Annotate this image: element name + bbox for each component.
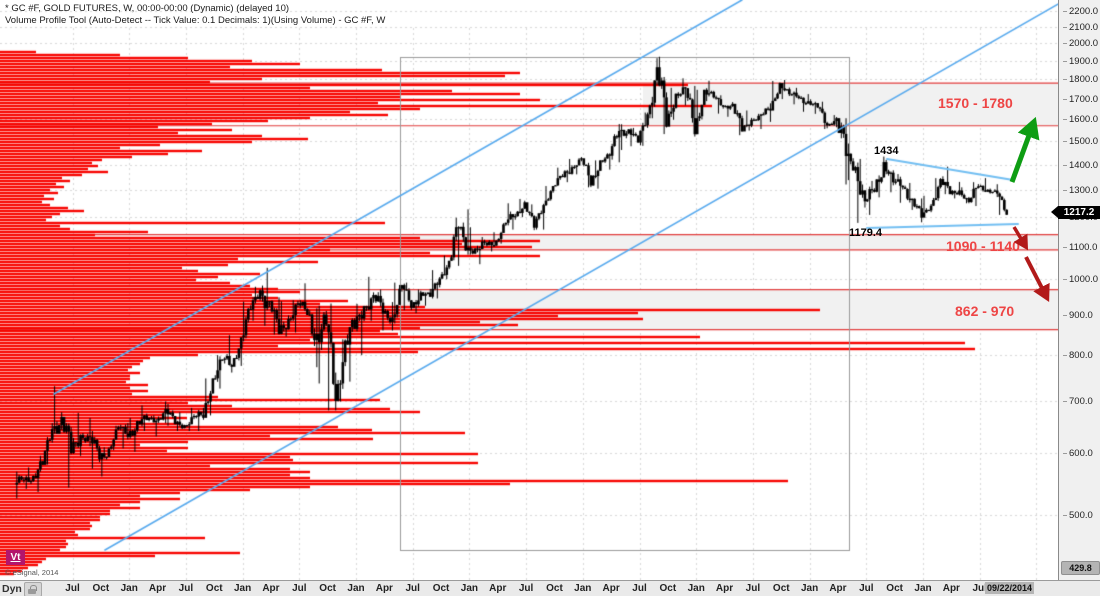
- month-label: Apr: [375, 583, 393, 594]
- cursor-date-badge: 09/22/2014: [985, 582, 1035, 594]
- price-tick: 900.0: [1063, 310, 1093, 321]
- copyright-label: © eSignal, 2014: [5, 568, 59, 577]
- month-label: Oct: [886, 583, 903, 594]
- month-label: Jul: [178, 583, 194, 594]
- zone-label-1570-1780: 1570 - 1780: [938, 95, 1013, 111]
- month-label: Jan: [574, 583, 592, 594]
- month-label: Jul: [972, 583, 987, 594]
- time-axis[interactable]: Dyn 09/22/2014 Jul Oct Jan Apr Jul Oct Jan Apr J…: [0, 580, 1100, 596]
- price-chart-canvas[interactable]: [0, 0, 1058, 580]
- month-label: Jan: [687, 583, 705, 594]
- swing-high-label: 1434: [874, 145, 899, 157]
- month-label: Apr: [942, 583, 960, 594]
- study-title: Volume Profile Tool (Auto-Detect -- Tick…: [5, 15, 386, 26]
- swing-low-label: 1179.4: [849, 227, 883, 239]
- dyn-mode-label[interactable]: Dyn: [2, 583, 22, 595]
- price-tick: 1600.0: [1063, 114, 1098, 125]
- month-label: Oct: [772, 583, 790, 594]
- lock-icon: [29, 584, 37, 591]
- month-label: Jan: [233, 583, 252, 594]
- month-label: Oct: [319, 583, 336, 594]
- month-label: Oct: [546, 583, 563, 594]
- price-tick: 600.0: [1063, 448, 1093, 459]
- price-tick: 1300.0: [1063, 185, 1098, 196]
- red-down-arrow-1[interactable]: [1012, 226, 1029, 251]
- month-label: Apr: [829, 583, 847, 594]
- price-tick: 1800.0: [1063, 74, 1098, 85]
- price-tick: 500.0: [1063, 510, 1093, 521]
- price-tick: 1900.0: [1063, 56, 1098, 67]
- price-tick: 2000.0: [1063, 38, 1098, 49]
- month-label: Jul: [292, 583, 307, 594]
- month-label: Apr: [148, 583, 167, 594]
- green-up-arrow[interactable]: [1009, 116, 1040, 183]
- symbol-title: * GC #F, GOLD FUTURES, W, 00:00-00:00 (D…: [5, 3, 290, 14]
- price-tick: 700.0: [1063, 396, 1093, 407]
- price-tick: 1400.0: [1063, 160, 1098, 171]
- month-label: Oct: [205, 583, 223, 594]
- month-label: Jan: [460, 583, 479, 594]
- price-tick: 1700.0: [1063, 94, 1098, 105]
- price-tick: 800.0: [1063, 350, 1093, 361]
- price-tick: 1100.0: [1063, 242, 1097, 253]
- price-tick: 2200.0: [1063, 6, 1098, 17]
- month-label: Jul: [518, 583, 534, 594]
- month-label: Jul: [65, 583, 80, 594]
- lock-button[interactable]: [24, 582, 42, 596]
- month-label: Apr: [262, 583, 280, 594]
- volume-tool-badge[interactable]: Vt: [6, 550, 25, 565]
- month-label: Jul: [859, 583, 874, 594]
- red-down-arrow-2[interactable]: [1024, 256, 1050, 302]
- price-tick: 1500.0: [1063, 136, 1098, 147]
- month-label: Apr: [489, 583, 507, 594]
- month-label: Jul: [745, 583, 761, 594]
- zone-label-862-970: 862 - 970: [955, 303, 1015, 319]
- zone-label-1090-1140: 1090 - 1140: [946, 238, 1020, 254]
- month-label: Jan: [347, 583, 365, 594]
- month-label: Apr: [715, 583, 734, 594]
- month-label: Jan: [120, 583, 138, 594]
- price-tick: 2100.0: [1063, 22, 1098, 33]
- month-label: Oct: [659, 583, 677, 594]
- month-label: Jul: [632, 583, 647, 594]
- price-tick: 1000.0: [1063, 274, 1098, 285]
- month-label: Apr: [602, 583, 620, 594]
- last-price-badge: 1217.2: [1051, 205, 1100, 219]
- month-label: Jan: [914, 583, 932, 594]
- month-label: Jan: [800, 583, 819, 594]
- month-label: Jul: [405, 583, 420, 594]
- month-label: Oct: [432, 583, 450, 594]
- month-label: Oct: [92, 583, 110, 594]
